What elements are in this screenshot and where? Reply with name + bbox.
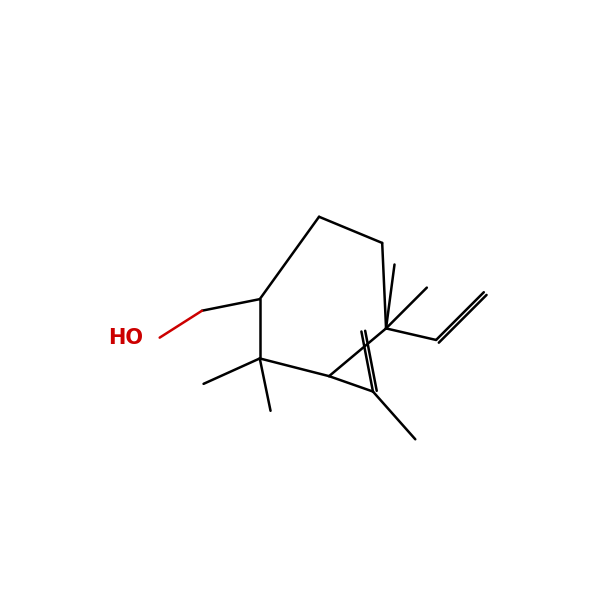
Text: HO: HO bbox=[108, 328, 143, 347]
